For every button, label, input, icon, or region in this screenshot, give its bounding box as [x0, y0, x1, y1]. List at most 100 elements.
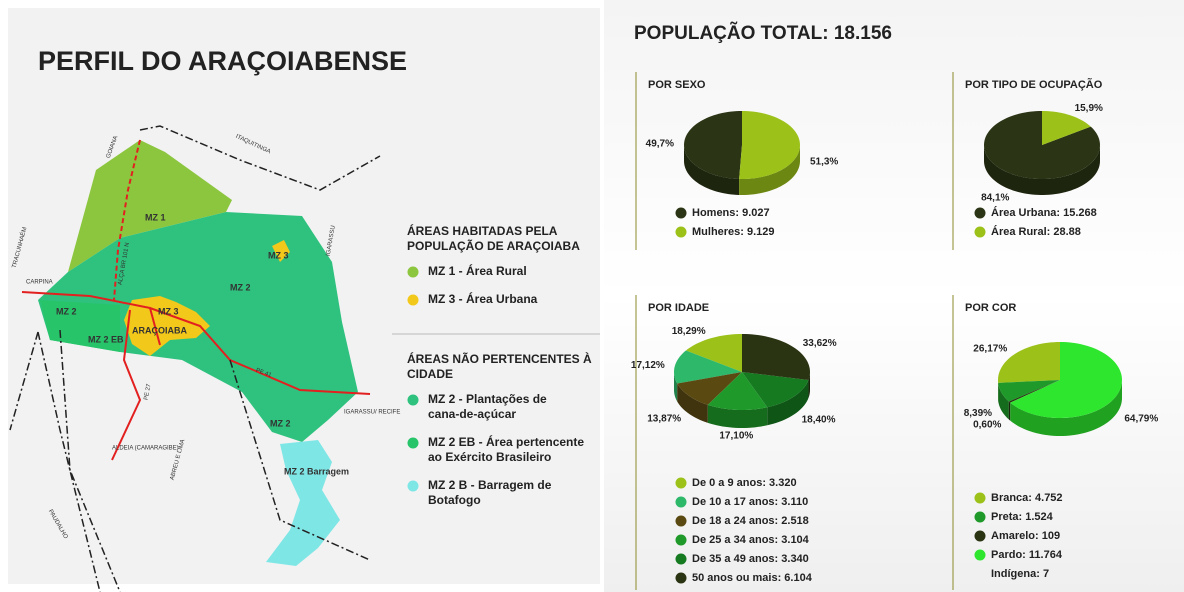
- page-title: PERFIL DO ARAÇOIABENSE: [38, 46, 407, 76]
- map-label: MZ 2 EB: [88, 334, 124, 344]
- legend-label: Preta: 1.524: [991, 511, 1054, 523]
- map-label: MZ 2: [270, 418, 291, 428]
- legend-swatch: [407, 394, 419, 406]
- value-label: 64,79%: [1124, 413, 1158, 424]
- pie-side: [674, 372, 678, 402]
- pie-side: [984, 145, 1100, 195]
- legend-swatch: [675, 515, 687, 527]
- legend-item: ao Exército Brasileiro: [428, 450, 551, 464]
- legend-swatch: [675, 496, 687, 508]
- legend-swatch: [675, 534, 687, 546]
- value-label: 17,12%: [631, 360, 665, 371]
- legend-label: De 35 a 49 anos: 3.340: [692, 553, 809, 565]
- legend-item: MZ 1 - Área Rural: [428, 263, 527, 278]
- value-label: 26,17%: [973, 343, 1007, 354]
- map-label: MZ 2: [230, 282, 251, 292]
- legend-heading: CIDADE: [407, 367, 453, 381]
- pie-side: [739, 145, 800, 195]
- pie-slice: [984, 111, 1100, 179]
- zone-mz2-eb: [40, 300, 120, 352]
- legend-label: Área Rural: 28.88: [991, 225, 1081, 238]
- map-label: CARPINA: [26, 280, 53, 286]
- value-label: 84,1%: [981, 193, 1009, 204]
- chart-title: POR COR: [965, 302, 1016, 314]
- legend-swatch: [974, 226, 986, 238]
- map-label: ALDEIA (CAMARAGIBE): [112, 446, 179, 452]
- zone-mz1: [68, 140, 232, 272]
- pie-slice: [674, 350, 742, 384]
- pie-slice: [1042, 111, 1091, 145]
- pie-slice: [739, 111, 800, 179]
- road: [21, 291, 371, 461]
- value-label: 17,10%: [719, 431, 753, 442]
- legend-swatch: [407, 266, 419, 278]
- zone-mz3-small: [272, 240, 290, 262]
- pie-slice: [998, 380, 1060, 402]
- legend-item: cana-de-açúcar: [428, 407, 516, 421]
- pie-side: [707, 404, 768, 428]
- population-title: POPULAÇÃO TOTAL: 18.156: [634, 22, 892, 44]
- pie-slice: [742, 372, 809, 408]
- legend-item: Botafogo: [428, 493, 481, 507]
- map-label: PE 27: [144, 383, 153, 401]
- legend-label: 50 anos ou mais: 6.104: [692, 572, 813, 584]
- chart-title: POR SEXO: [648, 79, 706, 91]
- legend-note: Indígena: 7: [991, 568, 1049, 580]
- legend-label: De 25 a 34 anos: 3.104: [692, 534, 810, 546]
- map: MZ 1 MZ 3 MZ 2 MZ 3 MZ 2 MZ 2 EB ARAÇOIA…: [9, 125, 400, 592]
- pie-side: [677, 383, 708, 423]
- legend-swatch: [675, 226, 687, 238]
- legend-label: Homens: 9.027: [692, 207, 770, 219]
- legend-swatch: [675, 553, 687, 565]
- legend-swatch: [675, 207, 687, 219]
- pie-side: [998, 382, 1009, 420]
- legend-item: MZ 2 - Plantações de: [428, 392, 547, 406]
- legend-heading: ÁREAS HABITADAS PELA: [407, 223, 558, 238]
- legend-item: MZ 2 EB - Área pertencente: [428, 434, 584, 449]
- legend-swatch: [974, 549, 986, 561]
- legend-label: Área Urbana: 15.268: [991, 206, 1097, 219]
- legend-item: MZ 3 - Área Urbana: [428, 291, 538, 306]
- legend-heading: ÁREAS NÃO PERTENCENTES À: [407, 351, 592, 366]
- pie-slice: [742, 334, 810, 381]
- legend-label: De 18 a 24 anos: 2.518: [692, 515, 809, 527]
- road: [113, 139, 141, 301]
- pie-slice: [707, 372, 768, 410]
- legend-swatch: [974, 207, 986, 219]
- map-label: IGARASSU: [326, 225, 337, 257]
- value-label: 33,62%: [803, 338, 837, 349]
- legend-label: Mulheres: 9.129: [692, 226, 775, 238]
- map-label: PE 41: [255, 368, 273, 379]
- chart-title: POR TIPO DE OCUPAÇÃO: [965, 78, 1103, 91]
- pie-side: [1010, 380, 1122, 436]
- legend-label: Branca: 4.752: [991, 492, 1063, 504]
- value-label: 0,60%: [973, 419, 1001, 430]
- legend-label: Amarelo: 109: [991, 530, 1060, 542]
- legend-swatch: [675, 572, 687, 584]
- map-label: MZ 1: [145, 212, 166, 222]
- value-label: 51,3%: [810, 157, 838, 168]
- legend-item: MZ 2 B - Barragem de: [428, 478, 552, 492]
- value-label: 18,40%: [802, 414, 836, 425]
- pie-slice: [684, 111, 742, 179]
- map-label: MZ 3: [268, 250, 289, 260]
- zone-barragem: [266, 440, 340, 566]
- map-label: MZ 2: [56, 306, 77, 316]
- legend-label: De 0 a 9 anos: 3.320: [692, 477, 797, 489]
- value-label: 15,9%: [1075, 103, 1103, 114]
- pie-slice: [1010, 342, 1122, 418]
- map-label: MZ 2 Barragem: [284, 466, 349, 476]
- value-label: 13,87%: [647, 413, 681, 424]
- pie-side: [808, 372, 810, 399]
- boundary: [9, 125, 381, 592]
- legend-swatch: [974, 511, 986, 523]
- pie-slice: [1008, 380, 1060, 403]
- pie-side: [684, 145, 740, 195]
- legend-label: Pardo: 11.764: [991, 549, 1063, 561]
- chart-title: POR IDADE: [648, 302, 709, 314]
- stats-panel: [604, 0, 1184, 592]
- legend-label: De 10 a 17 anos: 3.110: [692, 496, 808, 508]
- zone-mz3: [124, 296, 210, 356]
- legend-heading: POPULAÇÃO DE ARAÇOIABA: [407, 238, 580, 253]
